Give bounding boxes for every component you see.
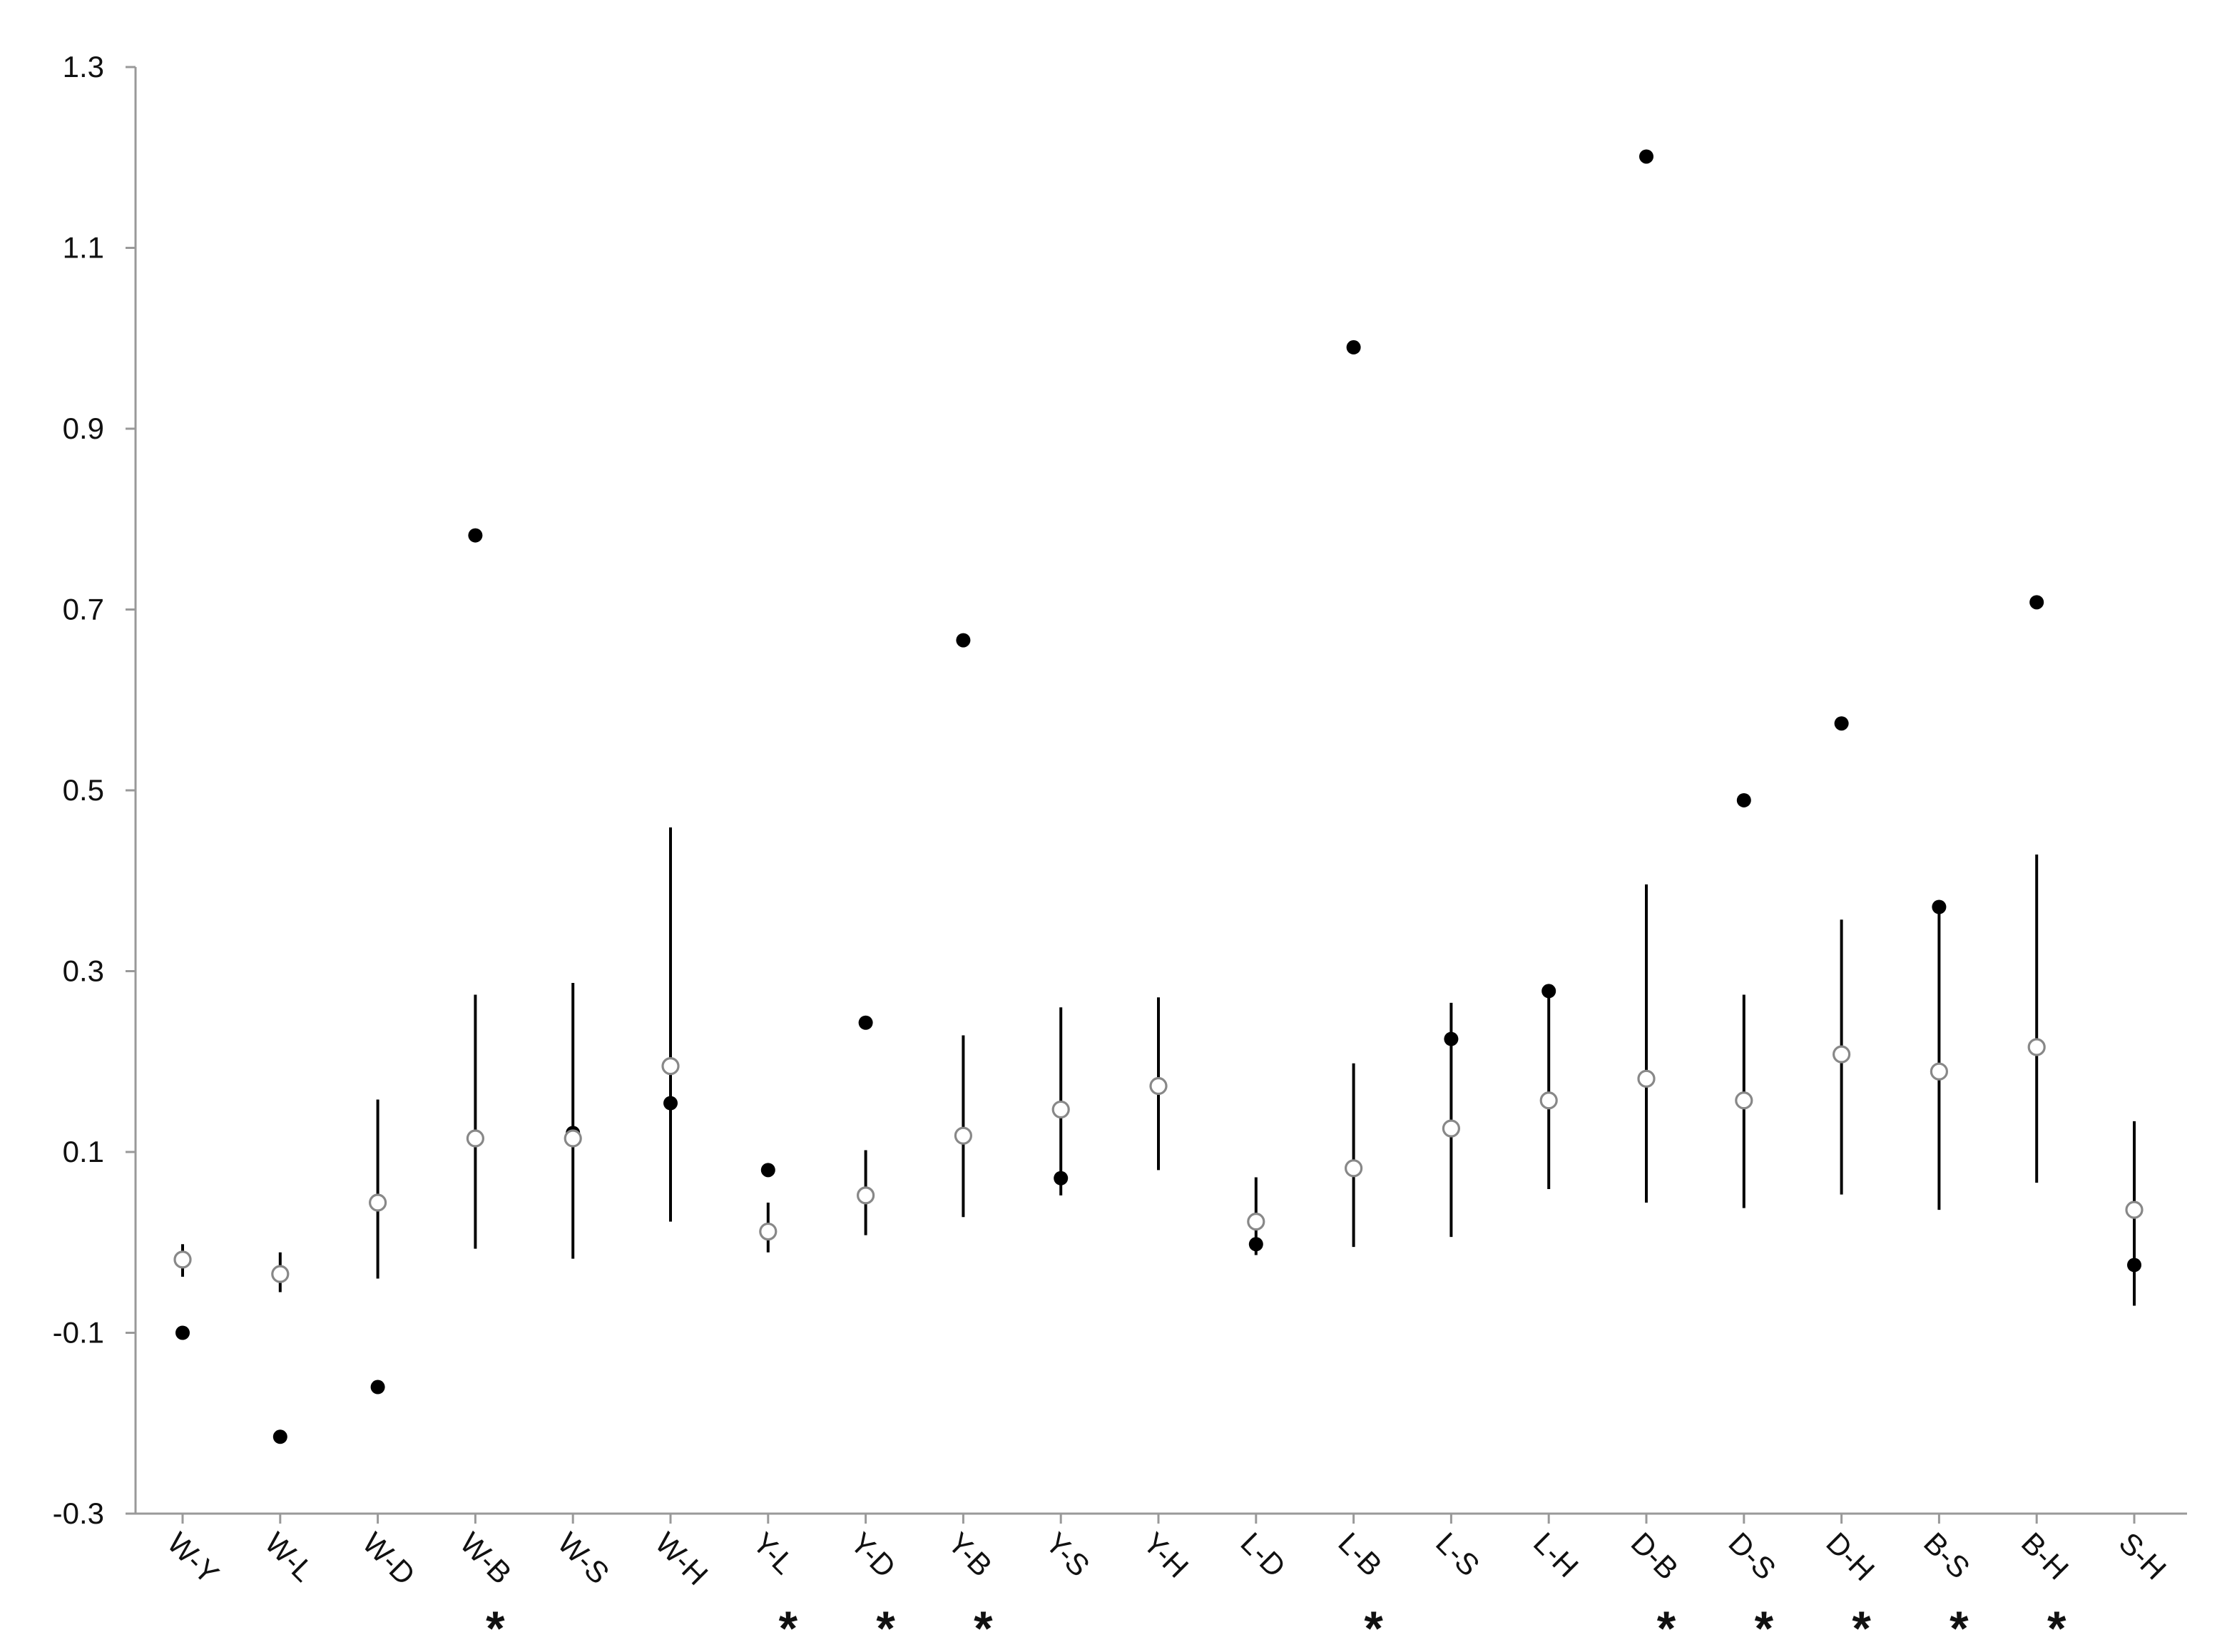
observed-point (956, 633, 971, 648)
null-mean-point (271, 1265, 290, 1283)
null-mean-point (1149, 1076, 1168, 1096)
null-mean-point (1539, 1091, 1558, 1110)
null-mean-point (954, 1126, 973, 1145)
null-mean-point (2125, 1200, 2144, 1219)
null-mean-point (1833, 1045, 1851, 1064)
significance-marker: * (2047, 1601, 2066, 1652)
null-mean-point (661, 1056, 680, 1076)
observed-point (858, 1015, 873, 1030)
x-tick-label: W-L (258, 1526, 320, 1588)
null-mean-point (1930, 1062, 1948, 1081)
observed-point (370, 1380, 385, 1394)
y-tick-label: -0.3 (53, 1497, 104, 1530)
significance-marker: * (1755, 1601, 1774, 1652)
null-mean-point (1735, 1091, 1753, 1110)
observed-point (1541, 984, 1556, 999)
null-mean-point (173, 1250, 192, 1269)
y-tick-label: 0.3 (63, 954, 104, 988)
observed-point (1639, 149, 1653, 164)
observed-point (760, 1163, 775, 1178)
x-tick-label: Y-B (942, 1526, 999, 1583)
observed-point (1346, 340, 1361, 355)
x-tick-label: D-H (1820, 1526, 1881, 1587)
x-tick-label: D-S (1722, 1526, 1782, 1586)
significance-marker: * (1950, 1601, 1969, 1652)
x-tick-label: W-S (551, 1526, 616, 1590)
x-tick-label: Y-D (844, 1526, 902, 1584)
x-tick-label: L-D (1234, 1526, 1292, 1584)
null-mean-point (1637, 1069, 1656, 1088)
null-mean-point (1247, 1212, 1265, 1231)
x-tick-label: W-D (356, 1526, 422, 1591)
significance-marker: * (974, 1601, 993, 1652)
observed-point (663, 1096, 678, 1111)
x-tick-label: B-S (1917, 1526, 1977, 1585)
null-mean-point (2027, 1038, 2046, 1056)
x-tick-label: Y-S (1039, 1526, 1096, 1583)
significance-marker: * (779, 1601, 798, 1652)
observed-point (1736, 792, 1751, 807)
null-mean-point (856, 1186, 875, 1205)
null-mean-point (1442, 1119, 1461, 1138)
significance-marker: * (1852, 1601, 1871, 1652)
x-tick-label: B-H (2015, 1526, 2075, 1586)
x-tick-label: S-H (2113, 1526, 2173, 1586)
significance-marker: * (486, 1601, 505, 1652)
observed-point (272, 1429, 287, 1444)
x-tick-label: W-H (649, 1526, 715, 1591)
null-mean-point (466, 1129, 485, 1148)
significance-marker: * (1657, 1601, 1676, 1652)
y-tick-label: 0.7 (63, 593, 104, 626)
null-mean-point (759, 1222, 778, 1241)
x-tick-label: W-B (454, 1526, 518, 1590)
x-tick-label: D-B (1625, 1526, 1685, 1586)
x-tick-label: L-S (1429, 1526, 1486, 1582)
y-tick-label: 1.1 (63, 231, 104, 265)
significance-marker: * (1364, 1601, 1383, 1652)
null-mean-point (368, 1193, 387, 1212)
y-tick-label: 0.5 (63, 773, 104, 807)
x-tick-label: Y-L (746, 1526, 801, 1581)
observed-point (2029, 595, 2044, 610)
y-tick-label: -0.1 (53, 1316, 104, 1350)
x-tick-label: Y-H (1137, 1526, 1196, 1584)
observed-point (1444, 1031, 1459, 1046)
significance-marker: * (876, 1601, 895, 1652)
y-tick-label: 0.1 (63, 1135, 104, 1168)
x-tick-label: L-H (1527, 1526, 1585, 1584)
observed-point (1248, 1237, 1263, 1252)
null-mean-point (1344, 1159, 1363, 1178)
observed-point (2127, 1258, 2141, 1273)
observed-point (1932, 899, 1947, 914)
null-mean-point (1051, 1100, 1070, 1119)
x-tick-label: W-Y (161, 1526, 225, 1590)
observed-point (1834, 716, 1849, 731)
y-tick-label: 1.3 (63, 50, 104, 83)
x-tick-label: L-B (1332, 1526, 1388, 1582)
observed-point (175, 1325, 190, 1340)
observed-point (468, 528, 483, 543)
null-mean-point (564, 1129, 582, 1148)
observed-point (1054, 1171, 1069, 1186)
y-tick-label: 0.9 (63, 412, 104, 445)
